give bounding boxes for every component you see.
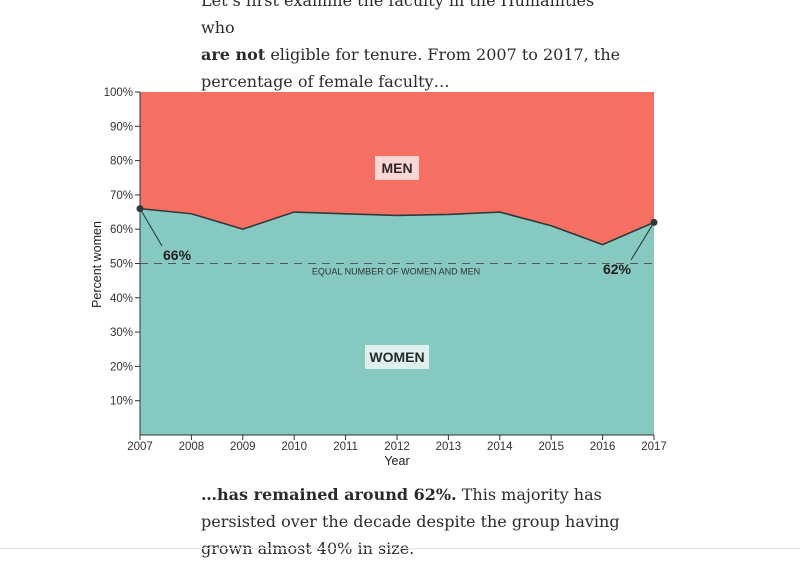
y-tick-label: 10% bbox=[110, 396, 133, 408]
area-chart: Year Percent women 10% 20% 30% 40% 50% 60% 70% 8… bbox=[90, 87, 667, 468]
end-value-label: 62% bbox=[603, 261, 632, 277]
start-leader-line bbox=[139, 208, 163, 247]
y-axis-title: Percent women bbox=[90, 221, 104, 308]
chart-annotations: EQUAL NUMBER OF WOMEN AND MEN MEN WOMEN 66%… bbox=[136, 156, 658, 369]
intro-bold-phrase: are not bbox=[201, 45, 266, 64]
start-value-label: 66% bbox=[163, 247, 192, 263]
outro-line-2: persisted over the decade despite the gr… bbox=[201, 512, 620, 531]
outro-bold-phrase: …has remained around 62%. bbox=[201, 485, 457, 504]
x-tick-label: 2013 bbox=[436, 441, 462, 453]
x-tick-label: 2017 bbox=[641, 441, 667, 453]
y-tick-label: 20% bbox=[110, 361, 133, 373]
intro-line-1: Let’s first examine the faculty in the H… bbox=[201, 0, 595, 37]
women-region-label-box bbox=[365, 345, 429, 369]
y-tick-label: 40% bbox=[110, 293, 133, 305]
men-region-label-box bbox=[375, 156, 419, 180]
intro-paragraph: Let’s first examine the faculty in the H… bbox=[201, 0, 621, 95]
x-tick-label: 2012 bbox=[384, 441, 410, 453]
women-area bbox=[140, 208, 654, 435]
x-tick-label: 2010 bbox=[281, 441, 307, 453]
chart-ticks: 10% 20% 30% 40% 50% 60% 70% 80% 90% 100% 2007 2008 2… bbox=[104, 87, 667, 453]
y-tick-label: 90% bbox=[110, 121, 133, 133]
x-tick-label: 2007 bbox=[127, 441, 153, 453]
y-tick-label: 60% bbox=[110, 224, 133, 236]
x-tick-label: 2015 bbox=[538, 441, 564, 453]
x-tick-label: 2014 bbox=[487, 441, 513, 453]
x-tick-label: 2009 bbox=[230, 441, 256, 453]
outro-line-1: This majority has bbox=[456, 485, 602, 504]
x-axis-title: Year bbox=[384, 454, 409, 468]
x-tick-label: 2008 bbox=[179, 441, 205, 453]
women-share-line bbox=[139, 207, 655, 246]
equal-reference-label: EQUAL NUMBER OF WOMEN AND MEN bbox=[312, 267, 480, 277]
end-leader-line bbox=[630, 222, 655, 261]
y-tick-label: 70% bbox=[110, 190, 133, 202]
women-region-label: WOMEN bbox=[369, 349, 424, 365]
y-tick-label: 30% bbox=[110, 327, 133, 339]
y-tick-label: 100% bbox=[104, 87, 133, 99]
page-bottom-rule bbox=[0, 548, 800, 549]
y-tick-label: 80% bbox=[110, 156, 133, 168]
intro-line-3: percentage of female faculty… bbox=[201, 72, 450, 91]
intro-line-2: eligible for tenure. From 2007 to 2017, … bbox=[265, 45, 621, 64]
y-tick-label: 50% bbox=[110, 259, 133, 271]
x-tick-label: 2011 bbox=[333, 441, 358, 453]
men-region-label: MEN bbox=[381, 160, 412, 176]
x-tick-label: 2016 bbox=[590, 441, 616, 453]
chart-lines bbox=[139, 207, 655, 264]
